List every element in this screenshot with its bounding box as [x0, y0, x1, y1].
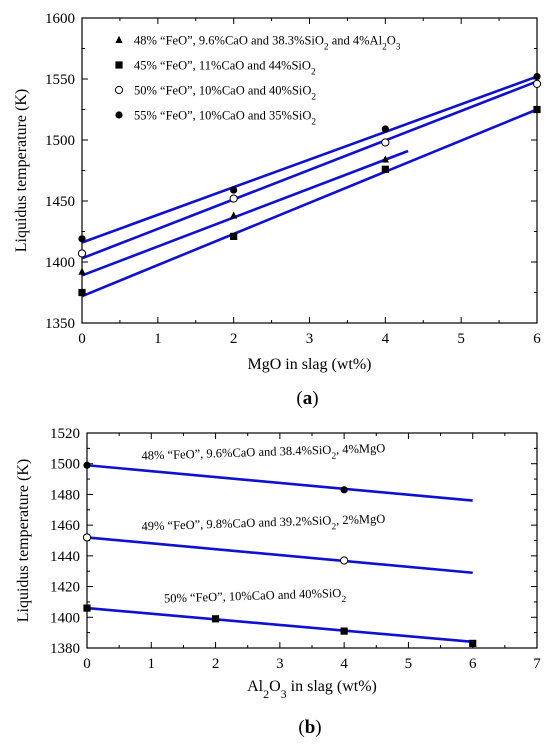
legend-marker-filled-circle	[115, 111, 123, 119]
data-point-filled-circle	[83, 461, 91, 469]
y-tick-label: 1400	[50, 610, 80, 626]
x-tick-label: 5	[457, 331, 465, 347]
data-point-filled-circle	[230, 186, 238, 194]
x-tick-label: 0	[78, 331, 86, 347]
x-axis-label: Al2O3 in slag (wt%)	[247, 678, 377, 701]
y-tick-label: 1600	[45, 11, 75, 27]
legend-entry: 45% “FeO”, 11%CaO and 44%SiO2	[134, 59, 316, 78]
series-4	[78, 72, 541, 244]
series-label: 49% “FeO”, 9.8%CaO and 39.2%SiO2, 2%MgO	[141, 512, 385, 539]
plot-frame	[86, 432, 538, 649]
series-3	[83, 604, 477, 647]
data-point-open-circle	[77, 249, 87, 258]
data-point-open-circle	[229, 194, 238, 203]
x-tick-label: 6	[469, 656, 477, 672]
data-point-square	[533, 105, 541, 114]
series-2	[78, 105, 541, 298]
series-3	[77, 79, 542, 260]
fit-line	[81, 75, 538, 244]
data-point-square	[78, 288, 86, 297]
series-1	[78, 149, 409, 277]
data-point-square	[381, 165, 389, 173]
y-tick-label: 1400	[45, 255, 75, 271]
series-1	[83, 461, 473, 502]
x-tick-label: 3	[276, 656, 284, 672]
legend-entry: 48% “FeO”, 9.6%CaO and 38.3%SiO2 and 4%A…	[134, 34, 401, 53]
y-tick-label: 1460	[50, 518, 80, 534]
data-point-triangle	[381, 155, 389, 163]
data-point-triangle	[230, 211, 238, 219]
x-tick-label: 5	[405, 656, 413, 672]
data-point-square	[211, 615, 220, 623]
data-point-square	[469, 639, 477, 647]
y-tick-label: 1520	[50, 426, 80, 442]
fit-line	[81, 80, 538, 260]
y-tick-label: 1450	[45, 194, 75, 210]
x-axis-label: MgO in slag (wt%)	[248, 356, 372, 373]
y-tick-label: 1380	[50, 641, 80, 657]
fit-line	[81, 108, 538, 298]
fit-line	[86, 606, 473, 644]
data-point-open-circle	[340, 556, 349, 565]
legend-marker-triangle	[115, 35, 123, 43]
data-point-filled-circle	[340, 486, 348, 494]
y-tick-label: 1440	[50, 549, 80, 565]
series-label: 48% “FeO”, 9.6%CaO and 38.4%SiO2, 4%MgO	[141, 441, 385, 468]
x-tick-label: 2	[230, 331, 238, 347]
panel-label: (a)	[296, 388, 318, 409]
legend-marker-square	[115, 61, 123, 69]
legend-entry: 50% “FeO”, 10%CaO and 40%SiO2	[134, 84, 316, 103]
y-tick-label: 1480	[50, 487, 80, 503]
legend: 48% “FeO”, 9.6%CaO and 38.3%SiO2 and 4%A…	[114, 34, 401, 128]
y-tick-label: 1500	[45, 133, 75, 149]
data-point-open-circle	[82, 533, 92, 542]
data-point-square	[340, 627, 348, 635]
data-point-filled-circle	[381, 125, 389, 133]
data-point-square	[230, 232, 238, 240]
x-tick-label: 4	[382, 331, 390, 347]
series-label: 50% “FeO”, 10%CaO and 40%SiO2	[164, 586, 347, 611]
chart-panel-a: 0 1 2 3 4 5 6 1350 1400 1450 1500 1550 1600 MgO in sl…	[13, 11, 541, 409]
x-tick-label: 1	[154, 331, 162, 347]
y-tick-label: 1550	[45, 72, 75, 88]
x-tick-label: 0	[83, 656, 91, 672]
series-2	[82, 533, 473, 575]
data-point-triangle	[78, 267, 86, 275]
x-tick-label: 2	[212, 656, 220, 672]
y-tick-label: 1350	[45, 316, 75, 332]
fit-line	[81, 149, 409, 277]
legend-entry: 55% “FeO”, 10%CaO and 35%SiO2	[134, 109, 316, 128]
chart-panel-b: 0 1 2 3 4 5 6 7 1380 1400 1420 1440 1460 1480 1500 1520…	[15, 426, 541, 738]
x-tick-label: 7	[533, 656, 541, 672]
data-point-filled-circle	[533, 72, 541, 81]
data-point-filled-circle	[78, 235, 86, 243]
panel-label: (b)	[298, 717, 321, 738]
x-tick-label: 1	[148, 656, 156, 672]
y-tick-label: 1420	[50, 580, 80, 596]
x-tick-label: 4	[340, 656, 348, 672]
fit-line	[86, 536, 473, 575]
data-point-square	[83, 604, 91, 612]
y-axis-label: Liquidus temperature (K)	[15, 459, 32, 623]
y-axis-label: Liquidus temperature (K)	[13, 89, 30, 253]
x-tick-label: 3	[306, 331, 314, 347]
data-point-open-circle	[381, 138, 390, 147]
x-tick-label: 6	[533, 331, 541, 347]
y-tick-label: 1500	[50, 457, 80, 473]
legend-marker-open-circle	[114, 85, 124, 95]
fit-line	[86, 463, 473, 502]
data-point-open-circle	[532, 79, 542, 88]
